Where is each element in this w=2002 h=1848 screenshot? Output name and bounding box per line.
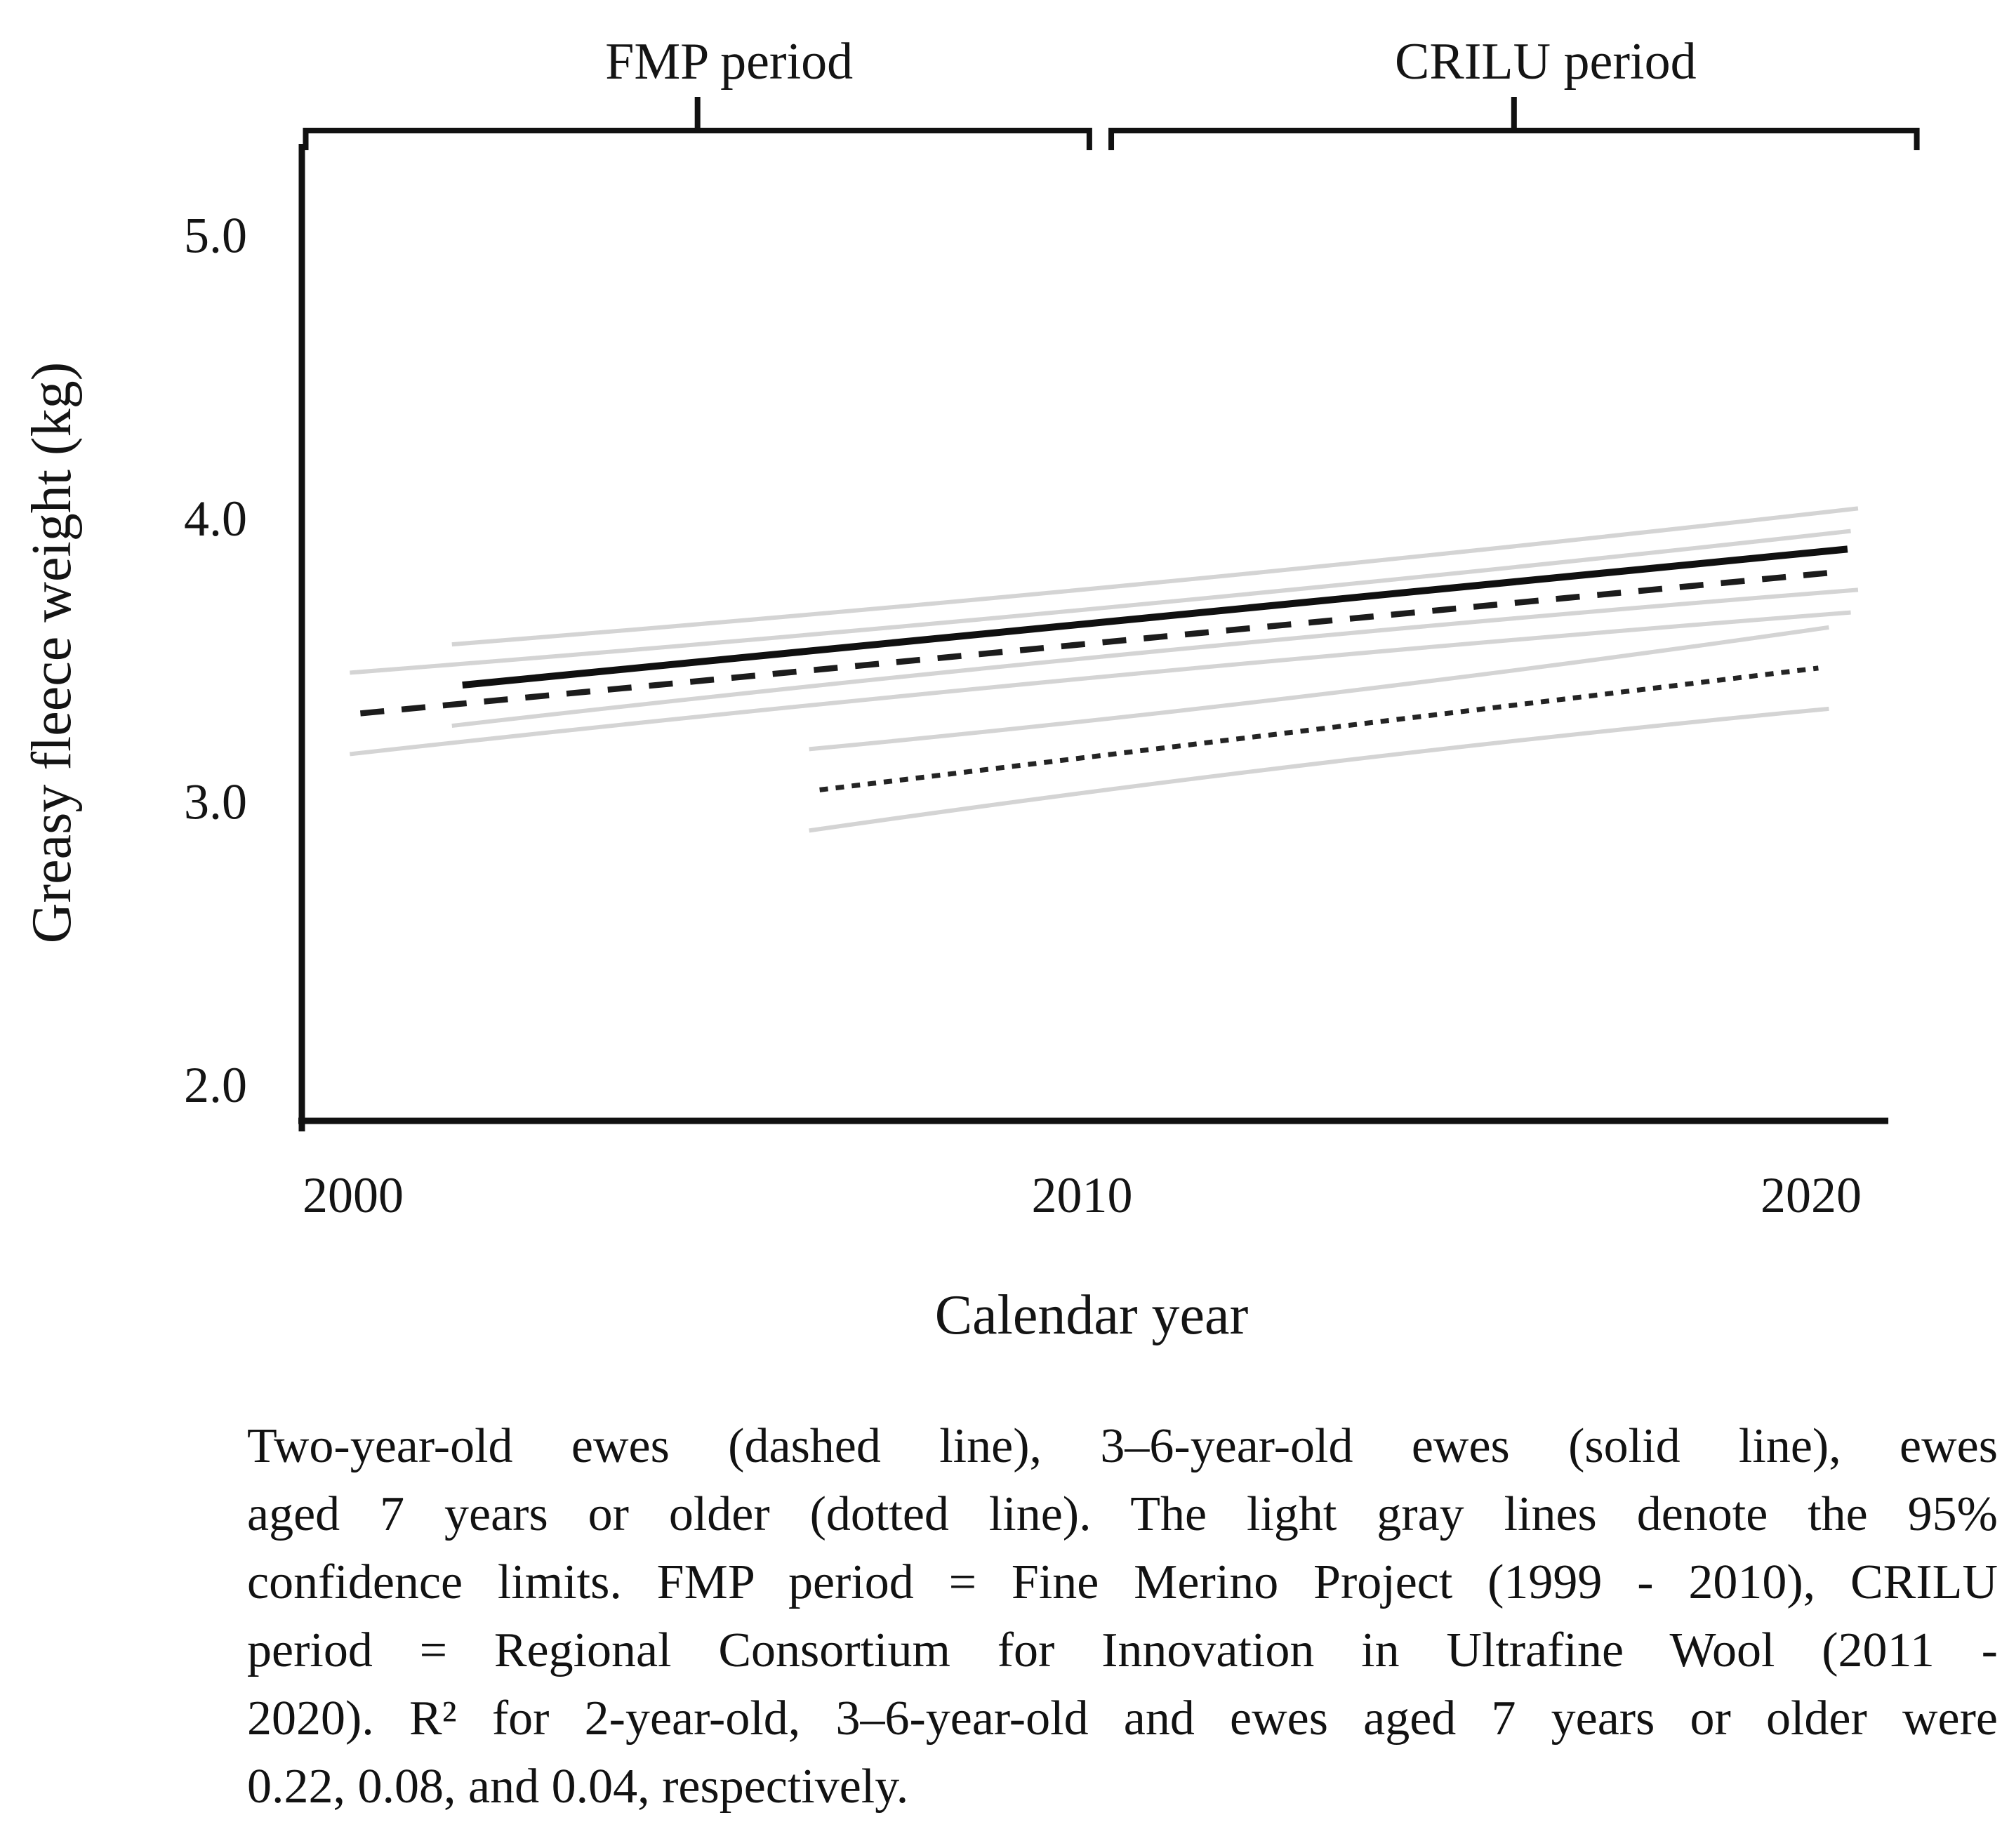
figure-caption: Two-year-old ewes (dashed line), 3–6-yea… — [247, 1412, 1998, 1821]
caption-line: confidence limits. FMP period = Fine Mer… — [247, 1555, 1998, 1609]
fmp-period-label: FMP period — [605, 33, 853, 91]
y-tick-label: 2.0 — [184, 1057, 247, 1113]
y-tick-label: 3.0 — [184, 774, 247, 830]
y-axis-title: Greasy fleece weight (kg) — [21, 362, 83, 943]
caption-line: Two-year-old ewes (dashed line), 3–6-yea… — [247, 1419, 1998, 1473]
series-line-solid — [462, 545, 1848, 689]
confidence-limit-line — [451, 506, 1859, 647]
x-axis-title: Calendar year — [935, 1284, 1248, 1346]
period-bracket — [303, 128, 1092, 150]
period-bracket — [1108, 128, 1920, 150]
x-tick-label: 2000 — [303, 1167, 404, 1223]
series-line-dashed — [359, 569, 1841, 717]
caption-line: period = Regional Consortium for Innovat… — [247, 1623, 1998, 1677]
chart-generated-layer: 5.0 4.0 3.0 2.0 2000 2010 2020 — [184, 97, 1920, 1223]
confidence-limit-line — [809, 706, 1829, 833]
series-line-dotted — [819, 665, 1819, 792]
confidence-limit-line — [350, 610, 1851, 757]
caption-line: 0.22, 0.08, and 0.04, respectively. — [247, 1760, 909, 1814]
y-tick-label: 4.0 — [184, 491, 247, 547]
x-tick-label: 2010 — [1032, 1167, 1133, 1223]
x-tick-label: 2020 — [1761, 1167, 1862, 1223]
confidence-limit-line — [350, 529, 1851, 675]
confidence-limit-line — [809, 625, 1829, 752]
caption-line: aged 7 years or older (dotted line). The… — [247, 1487, 1998, 1541]
confidence-limit-line — [451, 587, 1859, 729]
caption-line: 2020). R² for 2-year-old, 3–6-year-old a… — [247, 1691, 1998, 1746]
crilu-period-label: CRILU period — [1395, 33, 1697, 91]
y-tick-label: 5.0 — [184, 207, 247, 263]
